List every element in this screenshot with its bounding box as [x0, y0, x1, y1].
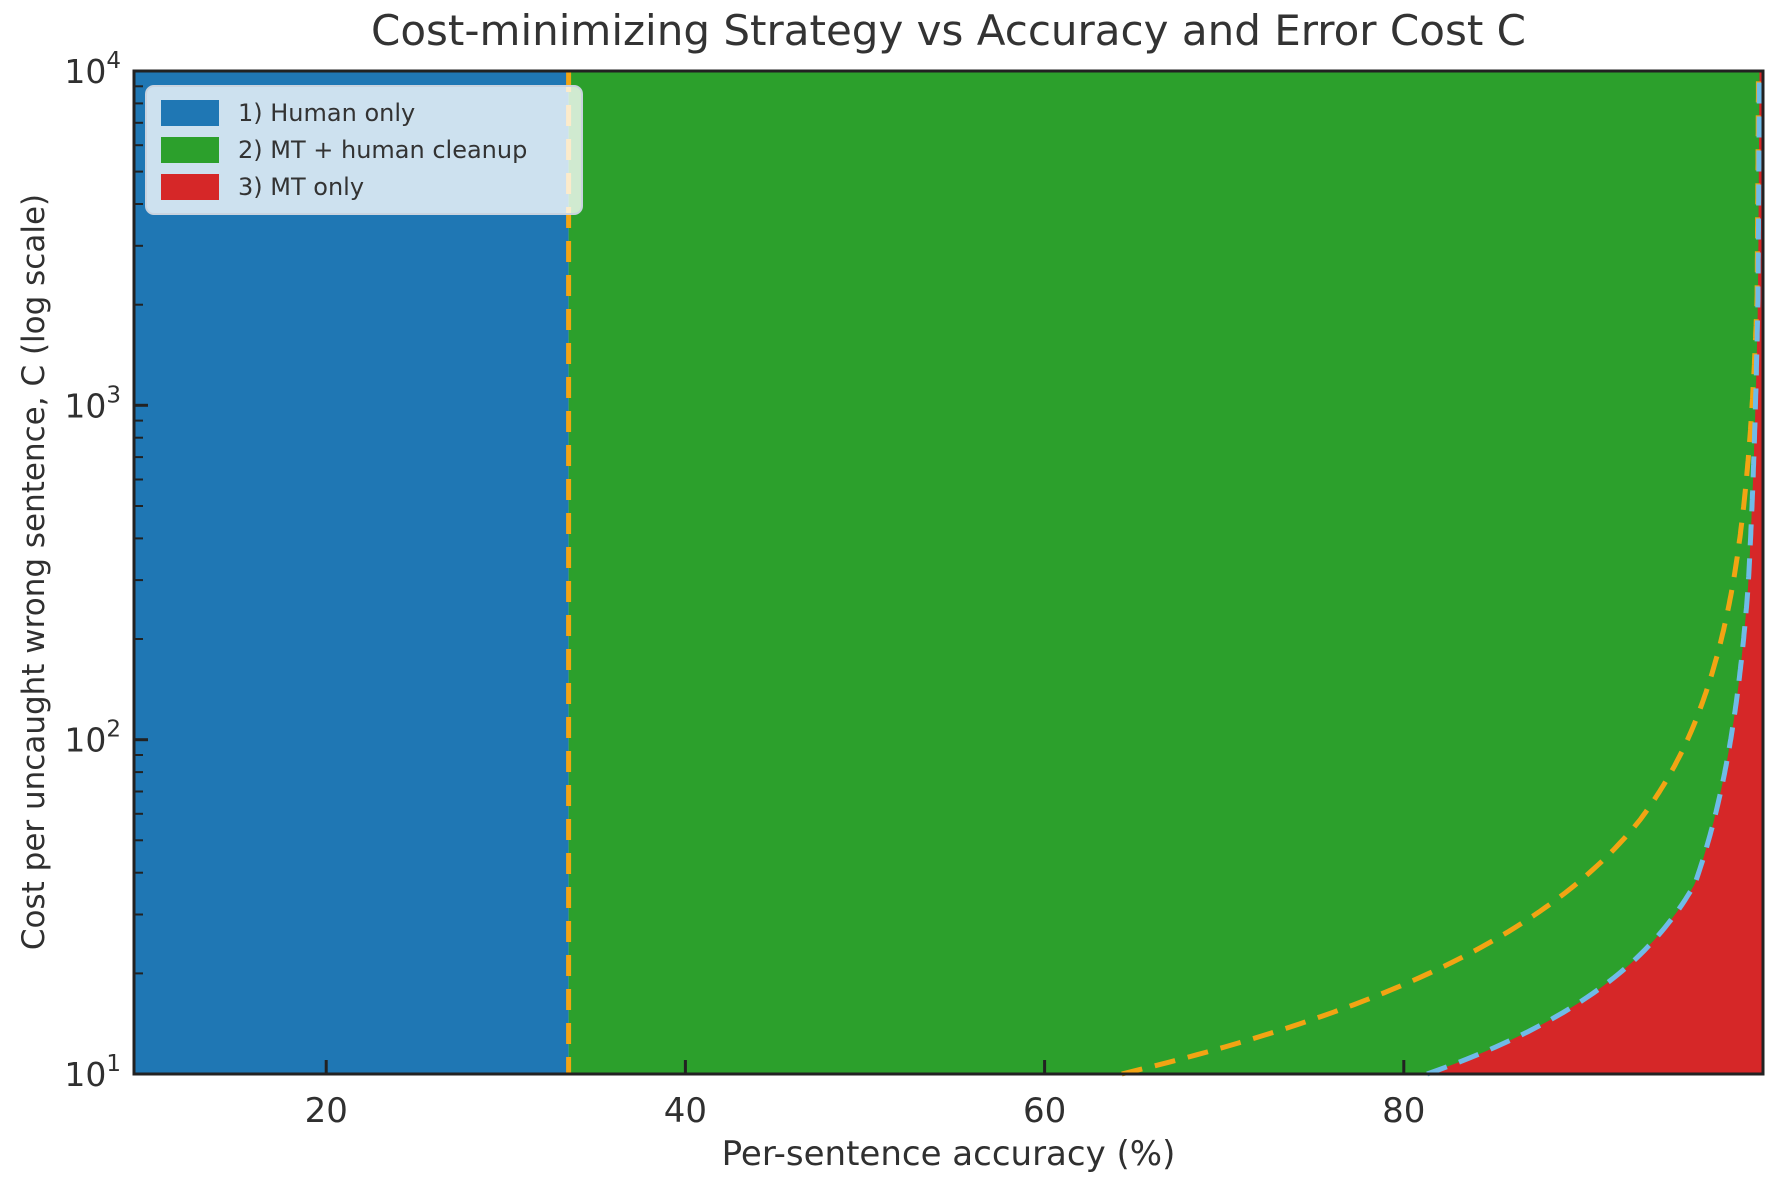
legend-item-human-only: 1) Human only [161, 99, 567, 127]
legend-item-mt-plus-cleanup: 2) MT + human cleanup [161, 136, 567, 164]
plot-border [132, 69, 1765, 1076]
x-tick-label: 60 [1023, 1091, 1066, 1131]
x-axis-label: Per-sentence accuracy (%) [721, 1134, 1176, 1174]
y-tick-label: 102 [64, 717, 121, 760]
y-tick-label: 101 [64, 1051, 121, 1094]
legend-swatch-green [161, 136, 219, 163]
x-tick-label: 80 [1382, 1091, 1425, 1131]
x-tick-label: 40 [664, 1091, 707, 1131]
region-human-only [134, 71, 569, 1074]
legend-label: 1) Human only [238, 99, 416, 128]
y-tick-label: 104 [64, 48, 121, 91]
legend-item-mt-only: 3) MT only [161, 173, 567, 201]
y-axis-label: Cost per uncaught wrong sentence, C (log… [16, 193, 52, 951]
legend-label: 3) MT only [238, 172, 365, 201]
legend-label: 2) MT + human cleanup [238, 135, 528, 164]
legend-swatch-red [161, 173, 219, 200]
boundary-blue-dashed-curve [1426, 71, 1762, 1077]
x-tick-label: 20 [305, 1091, 348, 1131]
region-mt-plus-cleanup [568, 71, 1763, 1074]
legend-swatch-blue [161, 100, 219, 127]
y-tick-label: 103 [64, 382, 121, 425]
region-mt-only [1427, 71, 1763, 1074]
legend: 1) Human only 2) MT + human cleanup 3) M… [145, 85, 583, 215]
chart-title: Cost-minimizing Strategy vs Accuracy and… [371, 6, 1526, 55]
